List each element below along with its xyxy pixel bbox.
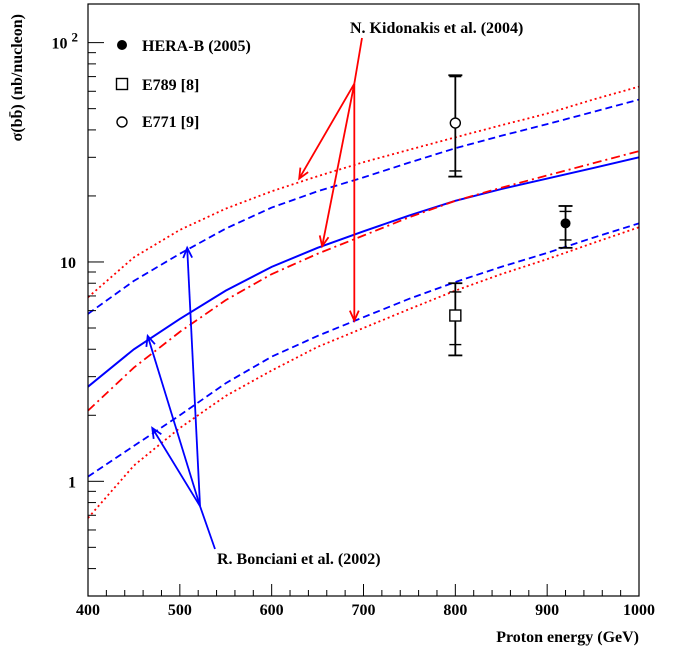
marker-open-circle [449, 117, 462, 129]
legend-label-e771: E771 [9] [142, 114, 199, 131]
annotation-arrow-line [298, 83, 356, 180]
series-line-solid [87, 156, 640, 388]
legend-marker-open-square [115, 77, 129, 91]
y-tick-label: 10 2 [52, 30, 79, 53]
annotation-arrow-line [146, 335, 201, 507]
series-line-dashed [87, 222, 640, 478]
annotation-arrow-head [298, 167, 309, 181]
axes-layer: 400 500 600 700 800 900 1000 1 10 10 2 [52, 30, 656, 619]
marker-open-square [449, 309, 462, 322]
curves-layer [87, 85, 640, 519]
y-tick-label: 1 [68, 474, 76, 491]
legend-entry-e789: E789 [8] [115, 77, 199, 94]
x-tick-label: 1000 [623, 602, 655, 619]
series-line-dash-dot [87, 150, 640, 412]
legend-label-e789: E789 [8] [142, 77, 199, 94]
annotation-arrow-line [321, 83, 356, 247]
data-point-filled-circle [558, 205, 573, 249]
annotation-leader-line [353, 37, 363, 84]
x-axis-label: Proton energy (GeV) [496, 629, 639, 646]
data-point-open-circle [448, 74, 463, 178]
marker-filled-circle [560, 218, 571, 229]
series-line-dotted [87, 226, 640, 519]
y-axis-label: σ(bb̄) (nb/nucleon) [7, 14, 26, 141]
x-tick-label: 500 [168, 602, 192, 619]
annotation-arrow-line [186, 247, 201, 507]
x-tick-label: 600 [260, 602, 284, 619]
legend-marker-filled-circle [117, 40, 127, 50]
legend-marker-open-circle [116, 116, 128, 128]
legend-entry-e771: E771 [9] [116, 114, 199, 131]
legend-label-hera-b: HERA-B (2005) [142, 38, 251, 55]
y-tick-label: 10 [60, 255, 76, 272]
series-line-dashed [87, 98, 640, 315]
x-tick-label: 900 [535, 602, 559, 619]
annotation-arrow-line [151, 427, 201, 507]
annotation-bonciani: R. Bonciani et al. (2002) [217, 551, 381, 568]
arrows-layer [145, 37, 363, 550]
annotation-kidonakis: N. Kidonakis et al. (2004) [350, 20, 523, 37]
x-tick-label: 800 [443, 602, 467, 619]
annotation-arrow-head [145, 333, 156, 347]
data-point-open-square [448, 282, 463, 357]
x-tick-label: 400 [76, 602, 100, 619]
annotation-arrow-head [318, 235, 330, 249]
legend-entry-hera-b: HERA-B (2005) [117, 38, 251, 55]
annotation-arrow-head [151, 426, 162, 440]
annotation-arrow-head [182, 245, 193, 259]
x-tick-label: 700 [352, 602, 376, 619]
annotation-arrow-head [349, 310, 360, 323]
annotation-leader-line [199, 505, 216, 550]
data-points-layer [448, 74, 573, 357]
series-line-dotted [87, 85, 640, 298]
legend: HERA-B (2005) E789 [8] E771 [9] [115, 38, 251, 131]
